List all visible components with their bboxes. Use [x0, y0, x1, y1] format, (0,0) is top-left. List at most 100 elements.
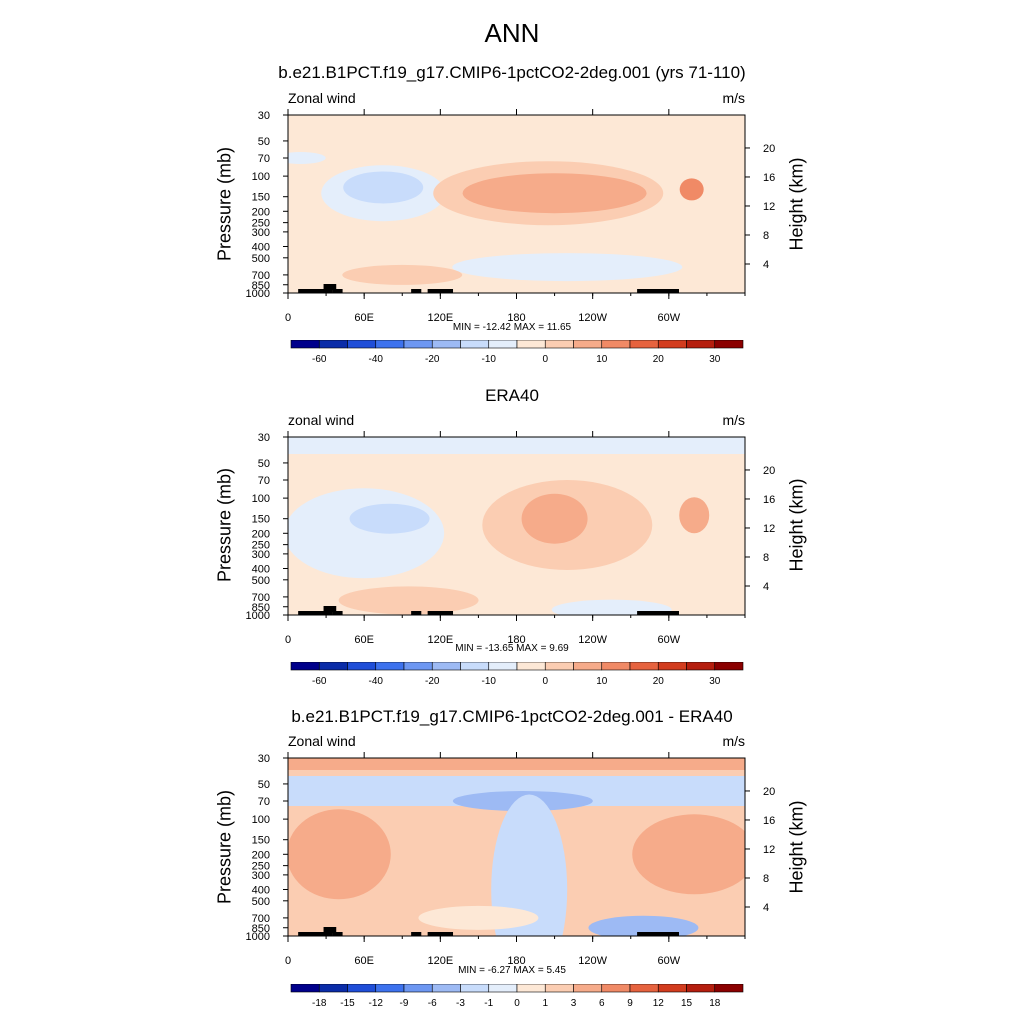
y-tick-label: 150	[252, 835, 270, 847]
x-tick-label: 180	[507, 312, 525, 324]
negative-core	[343, 171, 424, 204]
y-axis-label-left: Pressure (mb)	[214, 789, 235, 905]
x-tick-label: 120W	[578, 312, 607, 324]
y-tick-label: 50	[258, 136, 270, 148]
colorbar-swatch	[686, 984, 716, 993]
colorbar-label: 3	[571, 998, 577, 1009]
terrain-mask	[427, 932, 454, 936]
terrain-mask	[332, 611, 343, 615]
x-tick-label: 120E	[427, 312, 453, 324]
colorbar-label: 1	[542, 998, 548, 1009]
negative-region	[491, 794, 568, 936]
y-tick-label: 1000	[246, 288, 270, 300]
colorbar-swatch	[290, 984, 320, 993]
colorbar-label: -40	[369, 676, 384, 687]
panel-title: ERA40	[485, 386, 539, 405]
y-tick-label: 150	[252, 514, 270, 526]
colorbar: -60 -40 -20 -10 0 10 20 30	[290, 662, 744, 687]
colorbar-swatch	[403, 984, 433, 993]
terrain-mask	[298, 932, 333, 936]
terrain-mask	[323, 284, 337, 290]
terrain-mask	[323, 606, 337, 612]
y-tick-label: 70	[258, 475, 270, 487]
colorbar-label: -12	[369, 998, 384, 1009]
terrain-mask	[411, 611, 422, 615]
y-tick-label: 200	[252, 528, 270, 540]
colorbar-swatch	[544, 984, 574, 993]
y-tick-label: 100	[252, 814, 270, 826]
terrain-mask	[332, 289, 343, 293]
colorbar-swatch	[516, 984, 546, 993]
y-tick-label-right: 16	[763, 815, 775, 827]
colorbar-swatch	[347, 984, 377, 993]
negative-core	[349, 503, 430, 534]
panel-title: b.e21.B1PCT.f19_g17.CMIP6-1pctCO2-2deg.0…	[278, 63, 746, 82]
variable-label: zonal wind	[288, 412, 355, 428]
positive-core	[462, 173, 647, 214]
x-tick-label: 120E	[427, 634, 453, 646]
terrain-mask	[298, 611, 333, 615]
negative-region-low	[452, 253, 683, 282]
colorbar-swatch	[714, 984, 744, 993]
colorbar-swatch	[714, 340, 744, 349]
terrain-mask	[427, 611, 454, 615]
y-tick-label-right: 8	[763, 873, 769, 885]
negative-region-low	[588, 915, 699, 936]
colorbar-label: 0	[542, 354, 548, 365]
y-tick-label-right: 4	[763, 581, 769, 593]
colorbar-label: -20	[425, 676, 440, 687]
x-tick-label: 120E	[427, 955, 453, 967]
x-tick-label: 180	[507, 955, 525, 967]
negative-band-top	[288, 437, 745, 454]
y-tick-label: 300	[252, 870, 270, 882]
colorbar-swatch	[629, 984, 659, 993]
x-tick-label: 120W	[578, 634, 607, 646]
colorbar-label: 30	[709, 354, 721, 365]
units-label: m/s	[722, 412, 745, 428]
y-tick-label-right: 4	[763, 902, 769, 914]
colorbar-label: 15	[681, 998, 693, 1009]
colorbar-label: -10	[482, 676, 497, 687]
y-tick-label: 500	[252, 896, 270, 908]
terrain-mask	[332, 932, 343, 936]
colorbar-label: -1	[484, 998, 493, 1009]
x-tick-label: 60W	[658, 634, 681, 646]
colorbar-label: -15	[340, 998, 355, 1009]
y-tick-label: 500	[252, 253, 270, 265]
y-tick-label: 850	[252, 602, 270, 614]
terrain-mask	[298, 289, 333, 293]
positive-region	[632, 814, 745, 895]
min-max-stats: MIN = -13.65 MAX = 9.69	[455, 643, 569, 654]
neutral-region	[418, 905, 539, 930]
colorbar-swatch	[318, 984, 348, 993]
y-tick-label: 200	[252, 206, 270, 218]
colorbar-label: 30	[709, 676, 721, 687]
colorbar-swatch	[657, 984, 687, 993]
colorbar-label: 0	[542, 676, 548, 687]
positive-band-top	[288, 758, 745, 770]
y-tick-label: 250	[252, 861, 270, 873]
y-tick-label: 250	[252, 218, 270, 230]
x-tick-label: 0	[285, 955, 291, 967]
y-tick-label-right: 16	[763, 172, 775, 184]
y-tick-label: 850	[252, 280, 270, 292]
min-max-stats: MIN = -12.42 MAX = 11.65	[452, 322, 572, 333]
x-tick-label: 0	[285, 312, 291, 324]
y-tick-label: 30	[258, 110, 270, 122]
colorbar: -60 -40 -20 -10 0 10 20 30	[290, 340, 744, 365]
y-tick-label: 30	[258, 753, 270, 765]
colorbar-label: 0	[514, 998, 520, 1009]
colorbar-label: -9	[400, 998, 409, 1009]
colorbar-label: -60	[312, 676, 327, 687]
colorbar-swatch	[375, 984, 405, 993]
colorbar-swatch	[431, 984, 461, 993]
x-tick-label: 0	[285, 634, 291, 646]
terrain-mask	[411, 289, 422, 293]
positive-max	[679, 178, 704, 201]
y-tick-label: 250	[252, 540, 270, 552]
